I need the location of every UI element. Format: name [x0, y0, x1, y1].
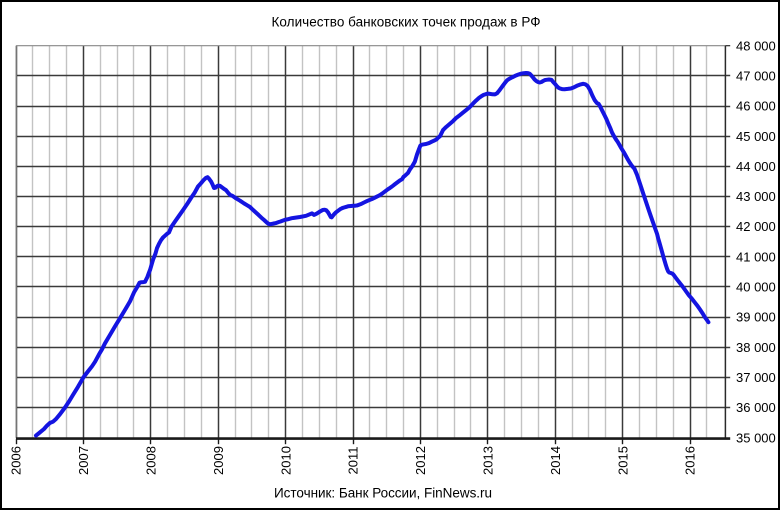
svg-text:37 000: 37 000 [736, 370, 776, 385]
svg-text:41 000: 41 000 [736, 249, 776, 264]
svg-text:35 000: 35 000 [736, 430, 776, 445]
svg-text:48 000: 48 000 [736, 38, 776, 53]
svg-text:2008: 2008 [144, 446, 159, 475]
svg-text:2012: 2012 [413, 446, 428, 475]
svg-text:Количество банковских точек пр: Количество банковских точек продаж в РФ [272, 15, 541, 30]
svg-text:2014: 2014 [548, 446, 563, 475]
svg-text:2013: 2013 [481, 446, 496, 475]
svg-text:45 000: 45 000 [736, 129, 776, 144]
svg-text:36 000: 36 000 [736, 400, 776, 415]
svg-text:40 000: 40 000 [736, 280, 776, 295]
svg-text:2007: 2007 [76, 446, 91, 475]
svg-text:2016: 2016 [683, 446, 698, 475]
svg-text:2010: 2010 [278, 446, 293, 475]
svg-text:39 000: 39 000 [736, 310, 776, 325]
svg-text:Источник: Банк России, FinNews: Источник: Банк России, FinNews.ru [274, 486, 492, 501]
svg-text:44 000: 44 000 [736, 159, 776, 174]
svg-text:46 000: 46 000 [736, 99, 776, 114]
svg-text:2015: 2015 [615, 446, 630, 475]
svg-text:47 000: 47 000 [736, 68, 776, 83]
svg-text:2009: 2009 [211, 446, 226, 475]
svg-text:43 000: 43 000 [736, 189, 776, 204]
svg-text:2006: 2006 [9, 446, 24, 475]
svg-text:2011: 2011 [346, 447, 361, 475]
svg-text:42 000: 42 000 [736, 219, 776, 234]
svg-text:38 000: 38 000 [736, 340, 776, 355]
